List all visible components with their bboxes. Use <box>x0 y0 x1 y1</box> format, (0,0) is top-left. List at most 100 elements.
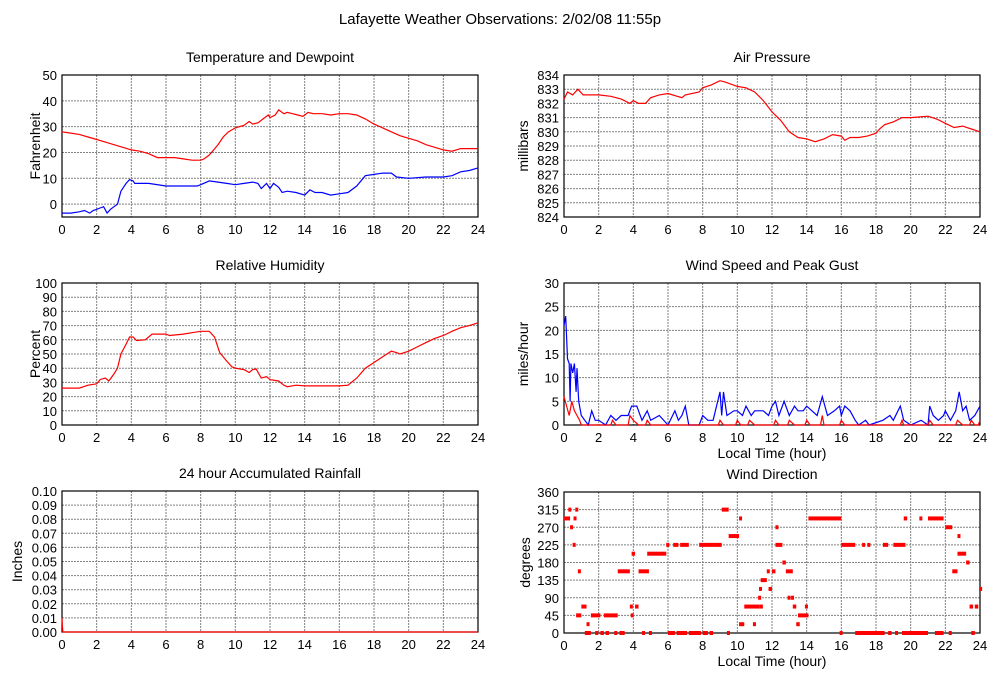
wind-direction-point <box>974 604 979 609</box>
y-tick-label: 315 <box>537 503 559 518</box>
wind-direction-point <box>888 631 892 635</box>
wind-direction-point <box>713 542 722 547</box>
wind-direction-point <box>796 622 800 627</box>
wind-direction-point <box>808 516 842 521</box>
x-tick-label: 6 <box>664 222 671 237</box>
x-tick-label: 2 <box>595 430 602 445</box>
wind-direction-point <box>766 569 770 574</box>
x-tick-label: 10 <box>228 222 242 237</box>
y-tick-label: 824 <box>537 210 559 225</box>
plot-frame <box>61 74 479 218</box>
wind-direction-point <box>577 569 581 574</box>
y-tick-label: 830 <box>537 125 559 140</box>
y-tick-label: 30 <box>545 276 559 291</box>
series-line-wind-speed <box>563 396 981 426</box>
y-tick-label: 45 <box>545 608 559 623</box>
chart-title: Wind Speed and Peak Gust <box>686 257 859 273</box>
wind-direction-point <box>590 613 601 618</box>
wind-direction-point <box>862 542 866 547</box>
x-tick-label: 22 <box>938 638 952 653</box>
wind-direction-point <box>882 542 889 547</box>
y-tick-label: 40 <box>43 94 57 109</box>
x-tick-label: 24 <box>471 222 485 237</box>
wind-direction-point <box>791 595 795 600</box>
x-tick-label: 8 <box>197 222 204 237</box>
wind-direction-point <box>688 631 701 635</box>
wind-direction-point <box>979 586 983 591</box>
wind-direction-point <box>775 542 783 547</box>
wind-direction-point <box>760 578 767 583</box>
wind-direction-point <box>775 525 779 530</box>
x-tick-label: 16 <box>834 430 848 445</box>
y-tick-label: 0 <box>50 197 57 212</box>
x-tick-label: 12 <box>765 430 779 445</box>
wind-direction-point <box>841 542 856 547</box>
wind-direction-point <box>575 507 579 512</box>
x-tick-label: 20 <box>903 430 917 445</box>
wind-direction-point <box>629 604 633 609</box>
wind-direction-point <box>572 542 576 547</box>
plot-frame <box>563 491 981 634</box>
y-tick-label: 0 <box>552 626 559 641</box>
y-tick-label: 70 <box>43 319 57 334</box>
series-line-peak-gust <box>563 315 981 427</box>
wind-direction-point <box>673 542 679 547</box>
wind-direction-point <box>902 631 928 635</box>
wind-direction-point <box>564 516 571 521</box>
wind-direction-point <box>893 542 906 547</box>
plot-frame <box>61 282 479 426</box>
y-tick-label: 825 <box>537 196 559 211</box>
series-line-temperature <box>61 109 478 161</box>
y-tick-label: 0.02 <box>32 597 57 612</box>
x-tick-label: 2 <box>93 430 100 445</box>
x-tick-label: 24 <box>973 638 987 653</box>
y-tick-label: 225 <box>537 538 559 553</box>
y-tick-label: 0.07 <box>32 526 57 541</box>
wind-direction-point <box>605 631 610 635</box>
wind-direction-point <box>957 551 967 556</box>
x-tick-label: 8 <box>197 430 204 445</box>
y-tick-label: 0.03 <box>32 583 57 598</box>
wind-direction-point <box>867 542 871 547</box>
wind-direction-point <box>739 622 745 627</box>
wind-direction-point <box>568 507 572 512</box>
x-tick-label: 22 <box>436 430 450 445</box>
wind-direction-point <box>768 586 772 591</box>
x-tick-label: 4 <box>128 430 135 445</box>
y-axis-label: millibars <box>515 120 531 171</box>
wind-direction-point <box>595 631 599 635</box>
chart-title: Air Pressure <box>733 49 810 65</box>
y-tick-label: 135 <box>537 573 559 588</box>
y-tick-label: 831 <box>537 111 559 126</box>
wind-direction-point <box>573 516 577 521</box>
wind-direction-point <box>798 613 809 618</box>
y-axis-label: Percent <box>27 330 43 378</box>
y-tick-label: 20 <box>43 390 57 405</box>
x-tick-label: 4 <box>128 222 135 237</box>
x-tick-label: 22 <box>938 222 952 237</box>
wind-direction-point <box>666 542 670 547</box>
y-tick-label: 90 <box>545 591 559 606</box>
x-tick-label: 10 <box>730 222 744 237</box>
y-tick-label: 0.09 <box>32 498 57 513</box>
y-tick-label: 828 <box>537 153 559 168</box>
wind-direction-point <box>945 525 953 530</box>
y-tick-label: 100 <box>35 276 57 291</box>
x-tick-label: 0 <box>560 638 567 653</box>
chart-title: 24 hour Accumulated Rainfall <box>179 465 361 481</box>
series-line-rainfall <box>61 617 478 633</box>
wind-direction-point <box>895 631 899 635</box>
wind-direction-point <box>969 604 974 609</box>
x-tick-label: 6 <box>162 637 169 652</box>
wind-direction-point <box>648 631 652 635</box>
y-tick-label: 60 <box>43 333 57 348</box>
x-tick-label: 18 <box>367 430 381 445</box>
wind-direction-point <box>576 613 582 618</box>
wind-direction-point <box>570 525 574 530</box>
wind-direction-point <box>617 569 630 574</box>
wind-direction-point <box>642 631 645 635</box>
wind-direction-point <box>631 551 636 556</box>
